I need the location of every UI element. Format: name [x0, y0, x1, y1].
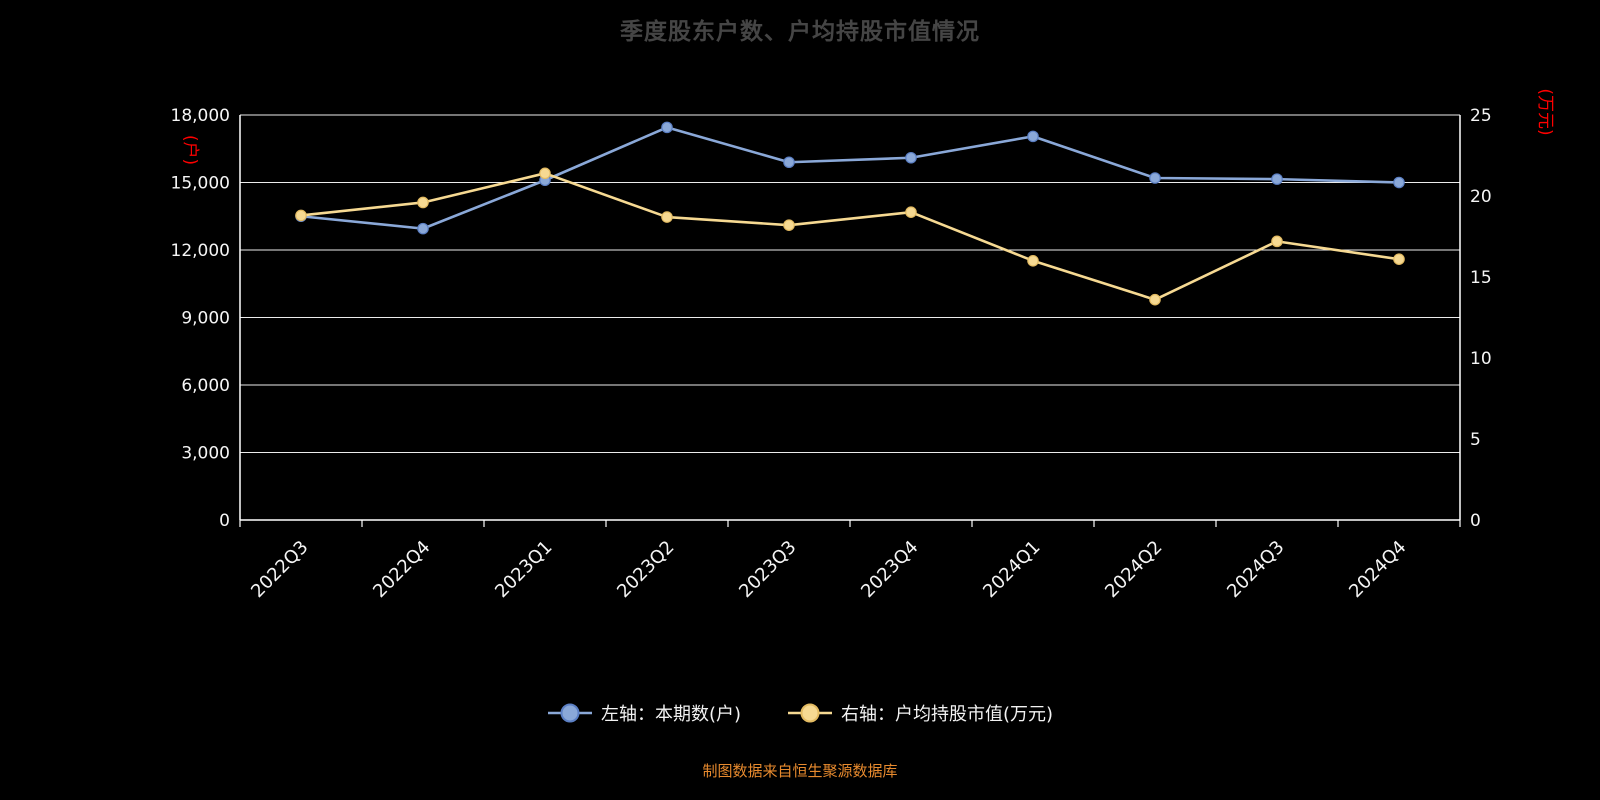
data-point-series-0 [1027, 130, 1039, 143]
legend-label: 左轴：本期数(户) [600, 704, 741, 725]
legend-label: 右轴：户均持股市值(万元) [841, 704, 1054, 725]
data-point-series-1 [905, 206, 917, 218]
data-point-series-0 [1149, 172, 1161, 184]
data-point-series-1 [295, 209, 307, 222]
data-point-series-1 [1393, 253, 1405, 265]
right-axis-tick-label: 0 [1470, 511, 1481, 531]
chart-legend: 左轴：本期数(户) 右轴：户均持股市值(万元) [0, 700, 1600, 726]
data-point-series-0 [661, 121, 673, 134]
data-point-series-1 [1149, 293, 1161, 306]
data-point-series-1 [539, 167, 551, 180]
left-axis-tick-label: 3,000 [181, 444, 230, 464]
left-axis-tick-label: 18,000 [171, 106, 230, 126]
data-point-series-0 [1393, 176, 1405, 189]
legend-line-marker-icon [788, 703, 832, 723]
right-axis-tick-label: 20 [1470, 187, 1492, 207]
series-line-1 [300, 172, 1400, 301]
data-point-series-1 [783, 219, 795, 231]
right-axis-tick-label: 5 [1470, 430, 1481, 450]
x-axis-category-label: 2022Q4 [369, 537, 434, 602]
x-axis-category-label: 2024Q4 [1345, 537, 1410, 602]
x-axis-category-label: 2023Q1 [491, 537, 556, 602]
data-source-note: 制图数据来自恒生聚源数据库 [702, 762, 898, 780]
left-axis-tick-label: 12,000 [171, 241, 230, 261]
x-axis-category-label: 2023Q4 [857, 537, 922, 602]
x-axis-category-label: 2023Q3 [735, 537, 800, 602]
data-point-series-1 [661, 211, 673, 223]
left-axis-unit-label: (户) [180, 135, 200, 165]
data-point-series-0 [905, 151, 917, 164]
x-axis-category-label: 2024Q2 [1101, 537, 1166, 602]
chart-canvas: 0 3,000 6,000 9,000 12,000 15,000 18,000 0 5 10 15… [171, 88, 1555, 602]
x-axis-category-label: 2024Q1 [979, 537, 1044, 602]
legend-item-shareholders[interactable]: 左轴：本期数(户) [547, 700, 741, 726]
data-point-series-1 [417, 196, 429, 209]
data-point-series-1 [1027, 254, 1039, 267]
right-axis-tick-label: 10 [1470, 349, 1492, 369]
data-point-series-0 [783, 156, 795, 169]
x-axis-category-label: 2022Q3 [247, 537, 312, 602]
left-axis-tick-label: 6,000 [181, 376, 230, 396]
x-axis-category-label: 2023Q2 [613, 537, 678, 602]
legend-item-market-value[interactable]: 右轴：户均持股市值(万元) [787, 700, 1053, 726]
series-line-0 [300, 126, 1400, 230]
right-axis-tick-label: 25 [1470, 106, 1492, 126]
left-axis-tick-label: 0 [219, 511, 230, 531]
right-axis-tick-label: 15 [1470, 268, 1492, 288]
data-point-series-0 [1271, 173, 1283, 185]
legend-line-marker-icon [547, 703, 592, 723]
data-point-series-1 [1271, 235, 1283, 248]
right-axis-unit-label: (万元) [1535, 88, 1555, 135]
left-axis-tick-label: 15,000 [171, 174, 230, 194]
data-point-series-0 [417, 222, 429, 235]
chart-title: 季度股东户数、户均持股市值情况 [620, 19, 980, 45]
left-axis-tick-label: 9,000 [181, 309, 230, 329]
x-axis-category-label: 2024Q3 [1223, 537, 1288, 602]
